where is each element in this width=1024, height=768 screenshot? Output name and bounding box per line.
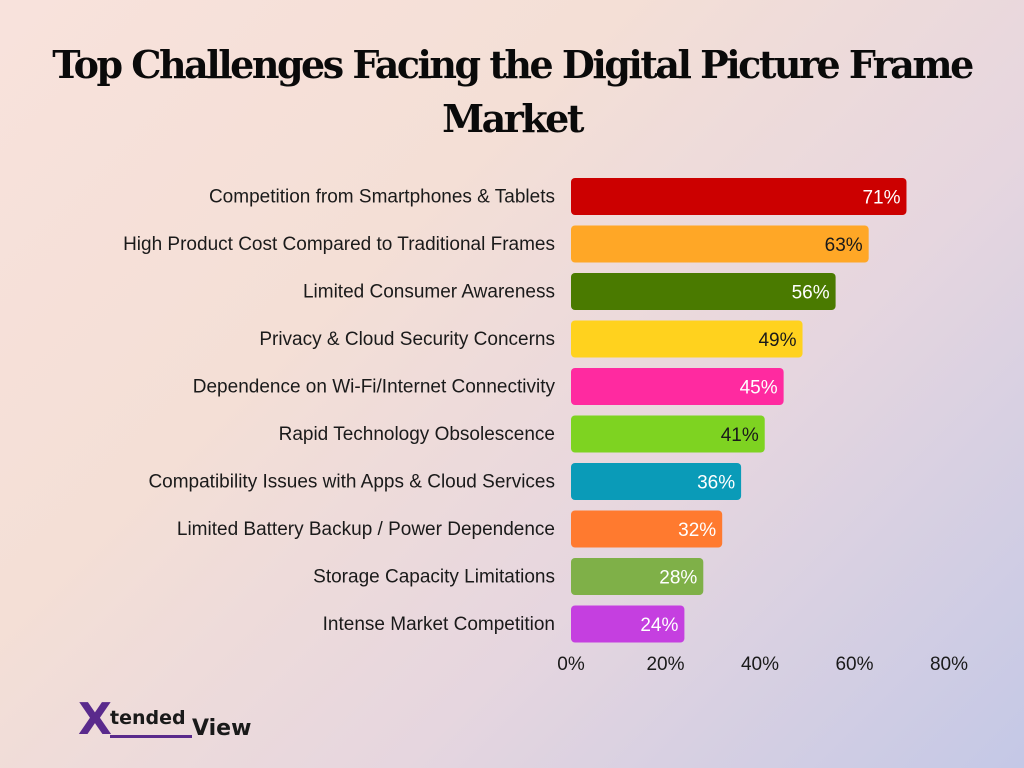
logo-text-tended: tended [110, 707, 186, 729]
x-tick-label: 0% [557, 654, 585, 675]
logo-x-mark: X [78, 694, 112, 745]
data-label: 24% [640, 615, 678, 636]
bar [571, 273, 836, 310]
x-tick-label: 80% [930, 654, 968, 675]
data-label: 49% [758, 330, 796, 351]
category-label: Limited Battery Backup / Power Dependenc… [177, 519, 555, 540]
bar [571, 605, 685, 643]
category-label: Dependence on Wi-Fi/Internet Connectivit… [193, 377, 556, 398]
bar [571, 368, 784, 405]
data-label: 63% [825, 235, 863, 256]
category-label: Competition from Smartphones & Tablets [209, 187, 555, 208]
category-label: Privacy & Cloud Security Concerns [259, 329, 555, 350]
data-label: 28% [659, 568, 697, 589]
bar [571, 415, 765, 453]
logo: X tended View [74, 694, 274, 748]
data-label: 32% [678, 520, 716, 541]
x-tick-label: 40% [741, 654, 779, 675]
bar [571, 320, 803, 358]
x-tick-label: 60% [835, 654, 873, 675]
logo-text-view: View [192, 716, 252, 741]
category-label: Limited Consumer Awareness [303, 282, 555, 303]
bar [571, 510, 723, 548]
bar [571, 463, 742, 500]
data-label: 45% [740, 378, 778, 399]
data-label: 71% [862, 188, 900, 209]
chart-title: Top Challenges Facing the Digital Pictur… [52, 42, 974, 141]
category-label: Intense Market Competition [323, 614, 555, 635]
bar [571, 558, 704, 595]
data-label: 36% [697, 473, 735, 494]
bar [571, 178, 907, 215]
category-label: Compatibility Issues with Apps & Cloud S… [148, 472, 555, 493]
logo-underline [110, 735, 192, 738]
category-label: Storage Capacity Limitations [313, 567, 555, 588]
category-label: Rapid Technology Obsolescence [279, 424, 555, 445]
data-label: 56% [792, 283, 830, 304]
data-label: 41% [721, 425, 759, 446]
bar-chart: Competition from Smartphones & Tablets 71… [123, 178, 968, 675]
x-tick-label: 20% [646, 654, 684, 675]
category-label: High Product Cost Compared to Traditiona… [123, 234, 555, 255]
bar [571, 225, 869, 263]
